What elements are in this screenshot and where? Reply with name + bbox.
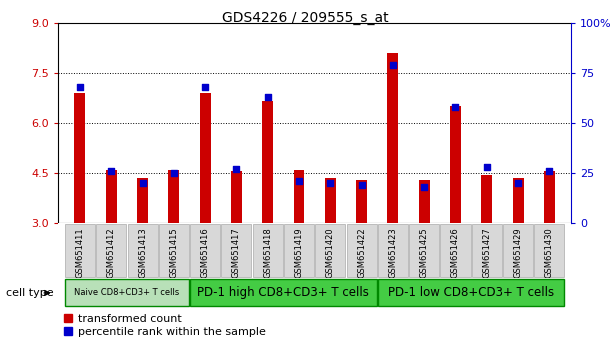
FancyBboxPatch shape <box>378 224 408 277</box>
FancyBboxPatch shape <box>315 224 345 277</box>
FancyBboxPatch shape <box>190 279 376 307</box>
Text: GSM651423: GSM651423 <box>389 227 397 278</box>
Point <box>419 184 429 190</box>
Text: GSM651411: GSM651411 <box>75 227 84 278</box>
Text: GSM651429: GSM651429 <box>514 227 522 278</box>
Bar <box>325 178 336 223</box>
Text: GSM651412: GSM651412 <box>107 227 115 278</box>
Legend: transformed count, percentile rank within the sample: transformed count, percentile rank withi… <box>64 314 266 337</box>
Point <box>544 168 554 174</box>
Bar <box>356 180 367 223</box>
FancyBboxPatch shape <box>346 224 376 277</box>
Text: PD-1 high CD8+CD3+ T cells: PD-1 high CD8+CD3+ T cells <box>197 286 369 299</box>
FancyBboxPatch shape <box>253 224 283 277</box>
Point <box>450 104 460 110</box>
FancyBboxPatch shape <box>284 224 314 277</box>
Text: GSM651413: GSM651413 <box>138 227 147 278</box>
Point <box>513 180 523 186</box>
FancyBboxPatch shape <box>190 224 220 277</box>
Bar <box>419 180 430 223</box>
Point <box>137 180 147 186</box>
Text: GSM651417: GSM651417 <box>232 227 241 278</box>
Point <box>357 182 367 188</box>
Point <box>263 94 273 100</box>
Bar <box>137 178 148 223</box>
FancyBboxPatch shape <box>221 224 252 277</box>
Bar <box>106 170 117 223</box>
Bar <box>387 53 398 223</box>
Bar <box>75 93 86 223</box>
Text: GSM651426: GSM651426 <box>451 227 460 278</box>
Text: GSM651425: GSM651425 <box>420 227 429 278</box>
FancyBboxPatch shape <box>409 224 439 277</box>
Point <box>75 84 85 90</box>
FancyBboxPatch shape <box>96 224 126 277</box>
Text: cell type: cell type <box>6 288 54 298</box>
Point <box>388 62 398 68</box>
Text: GSM651420: GSM651420 <box>326 227 335 278</box>
Bar <box>169 170 179 223</box>
Text: GDS4226 / 209555_s_at: GDS4226 / 209555_s_at <box>222 11 389 25</box>
Text: GSM651419: GSM651419 <box>295 227 304 278</box>
FancyBboxPatch shape <box>65 224 95 277</box>
Text: Naive CD8+CD3+ T cells: Naive CD8+CD3+ T cells <box>75 289 180 297</box>
FancyBboxPatch shape <box>441 224 470 277</box>
Text: GSM651422: GSM651422 <box>357 227 366 278</box>
FancyBboxPatch shape <box>472 224 502 277</box>
Point <box>232 166 241 172</box>
Bar <box>293 170 304 223</box>
Point <box>326 180 335 186</box>
Point <box>482 164 492 170</box>
Bar <box>481 175 492 223</box>
Bar <box>544 171 555 223</box>
Text: PD-1 low CD8+CD3+ T cells: PD-1 low CD8+CD3+ T cells <box>388 286 554 299</box>
FancyBboxPatch shape <box>65 279 189 307</box>
Point <box>200 84 210 90</box>
Point <box>169 170 179 176</box>
FancyBboxPatch shape <box>503 224 533 277</box>
Bar <box>262 101 273 223</box>
Bar <box>231 171 242 223</box>
FancyBboxPatch shape <box>535 224 565 277</box>
Point <box>106 168 116 174</box>
Text: GSM651430: GSM651430 <box>545 227 554 278</box>
Point <box>294 178 304 184</box>
Text: GSM651415: GSM651415 <box>169 227 178 278</box>
FancyBboxPatch shape <box>378 279 565 307</box>
Text: GSM651427: GSM651427 <box>482 227 491 278</box>
Text: GSM651416: GSM651416 <box>200 227 210 278</box>
FancyBboxPatch shape <box>159 224 189 277</box>
Bar <box>450 106 461 223</box>
Text: GSM651418: GSM651418 <box>263 227 273 278</box>
FancyBboxPatch shape <box>128 224 158 277</box>
Bar <box>200 93 211 223</box>
Bar <box>513 178 524 223</box>
